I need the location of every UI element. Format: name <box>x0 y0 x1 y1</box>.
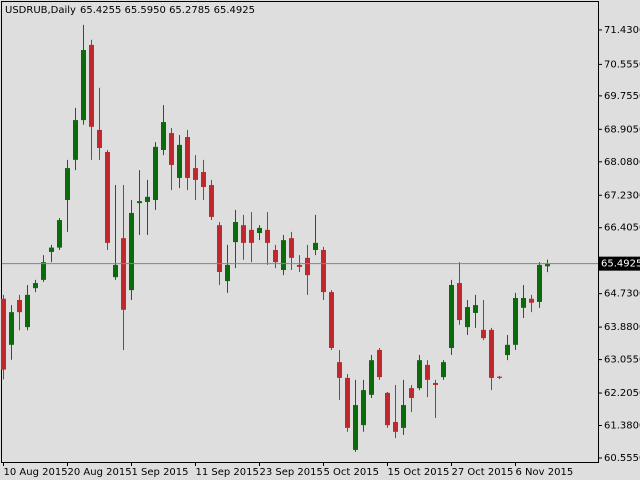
candle-body <box>217 225 222 273</box>
candle-body <box>345 377 350 428</box>
candle-body <box>313 242 318 250</box>
candle-body <box>97 129 102 149</box>
y-tick-label: 71.4300 <box>604 25 640 36</box>
candle-body <box>17 299 22 313</box>
x-tick-label: 10 Aug 2015 <box>4 467 68 478</box>
candle-body <box>537 264 542 302</box>
chart-title: USDRUB,Daily <box>5 5 76 16</box>
candle-body <box>49 247 54 252</box>
candle-body <box>393 421 398 432</box>
y-tick-label: 68.9050 <box>604 124 640 135</box>
x-tick-label: 5 Oct 2015 <box>324 467 379 478</box>
candle-body <box>337 362 342 378</box>
candle-body <box>105 151 110 243</box>
candle-body <box>505 344 510 356</box>
candle-body <box>497 376 502 378</box>
y-tick-label: 63.0550 <box>604 355 640 366</box>
candle-body <box>145 196 150 202</box>
candle-body <box>201 172 206 187</box>
candle-body <box>25 294 30 328</box>
candle-body <box>417 360 422 389</box>
candle-body <box>129 212 134 291</box>
candle-body <box>281 240 286 271</box>
x-tick-label: 6 Nov 2015 <box>516 467 574 478</box>
candle-body <box>433 383 438 385</box>
plot-frame <box>1 1 599 463</box>
candle-body <box>409 388 414 398</box>
candle-body <box>57 220 62 248</box>
current-price-box <box>598 256 640 271</box>
candle-body <box>161 122 166 150</box>
candle-body <box>289 238 294 258</box>
x-tick-label: 23 Sep 2015 <box>260 467 323 478</box>
candle-body <box>273 249 278 263</box>
candle-body <box>265 229 270 243</box>
candle-body <box>513 297 518 345</box>
candle-body <box>225 264 230 282</box>
candle-body <box>249 229 254 243</box>
y-tick-label: 67.2300 <box>604 190 640 201</box>
candle-body <box>297 264 302 267</box>
candle-body <box>401 405 406 428</box>
candle-body <box>377 349 382 378</box>
candle-body <box>353 405 358 450</box>
candle-body <box>153 146 158 200</box>
x-tick-label: 20 Aug 2015 <box>68 467 132 478</box>
candle-body <box>121 238 126 310</box>
candle-body <box>465 307 470 328</box>
candle-body <box>89 44 94 127</box>
x-tick-label: 15 Oct 2015 <box>388 467 450 478</box>
candle-body <box>9 312 14 345</box>
candle-body <box>65 168 70 200</box>
current-price-label: 65.4925 <box>601 259 640 270</box>
candle-body <box>457 283 462 321</box>
x-tick-label: 11 Sep 2015 <box>196 467 259 478</box>
candle-body <box>137 201 142 204</box>
y-tick-label: 70.5550 <box>604 59 640 70</box>
candle-body <box>361 390 366 426</box>
candle-body <box>521 297 526 308</box>
candle-body <box>81 50 86 121</box>
candle-body <box>177 144 182 178</box>
candle-body <box>41 262 46 280</box>
candle-body <box>473 305 478 313</box>
candle-body <box>233 222 238 243</box>
candle-body <box>33 283 38 289</box>
candle-body <box>1 298 6 370</box>
candle-body <box>209 185 214 217</box>
candle-body <box>241 225 246 243</box>
y-tick-label: 69.7550 <box>604 91 640 102</box>
candle-body <box>369 360 374 395</box>
candle-body <box>169 133 174 165</box>
candle-body <box>481 329 486 339</box>
candle-body <box>185 137 190 178</box>
candle-body <box>385 392 390 426</box>
y-tick-label: 60.5550 <box>604 453 640 464</box>
candle-body <box>529 298 534 303</box>
candle-body <box>545 263 550 267</box>
y-tick-label: 63.8800 <box>604 322 640 333</box>
x-tick-label: 27 Oct 2015 <box>452 467 514 478</box>
candle-body <box>73 120 78 160</box>
candle-body <box>305 257 310 276</box>
y-tick-label: 66.4050 <box>604 223 640 234</box>
x-tick-label: 1 Sep 2015 <box>132 467 189 478</box>
candle-body <box>193 168 198 180</box>
candle-body <box>441 362 446 378</box>
candle-body <box>257 227 262 234</box>
candle-body <box>321 249 326 293</box>
y-tick-label: 62.2050 <box>604 388 640 399</box>
y-tick-label: 61.3800 <box>604 421 640 432</box>
candle-body <box>329 292 334 348</box>
candle-body <box>489 329 494 378</box>
candle-body <box>449 284 454 348</box>
candle-body <box>113 264 118 278</box>
y-tick-label: 64.7300 <box>604 289 640 300</box>
ohlc-readout: 65.4255 65.5950 65.2785 65.4925 <box>80 5 255 16</box>
candle-body <box>425 364 430 380</box>
y-tick-label: 68.0800 <box>604 157 640 168</box>
